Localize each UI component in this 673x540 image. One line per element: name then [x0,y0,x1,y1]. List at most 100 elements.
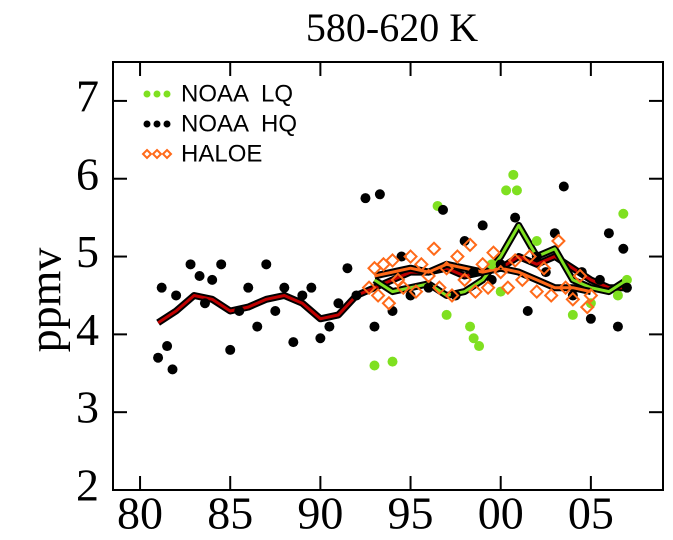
diamond-point [468,284,483,299]
dot-point [459,235,470,246]
dot-point [153,90,161,98]
dot-point [441,309,452,320]
dot-point [199,298,210,309]
y-axis-label: ppmv [20,248,71,353]
diamond-point [457,272,473,288]
diamond-point [462,237,478,253]
dot-point [585,298,596,309]
dot-point [450,290,461,301]
dot-point [468,333,479,344]
dot-point [261,259,272,270]
chart-title: 580-620 K [306,5,478,50]
dot-point [486,259,497,270]
dot-point [163,90,171,98]
dot-point [153,352,164,363]
x-tick-label: 05 [568,488,614,539]
dot-point [306,282,317,293]
diamond-point [536,260,552,276]
diamond-point [543,288,559,303]
dot-point [405,290,416,301]
dot-point [495,259,506,270]
dot-point [252,321,263,332]
x-tick-label: 90 [297,488,343,539]
diamond-point [421,268,436,284]
dot-point [270,306,281,317]
dot-point [162,341,173,352]
dot-point [510,212,521,223]
diamond-point [558,280,574,296]
dot-point [163,120,171,128]
dot-point [324,321,335,332]
dot-point [288,337,299,348]
dot-point [618,243,629,254]
dot-point [511,185,522,196]
diamond-point [565,291,581,307]
dot-point [558,181,569,192]
legend-label: NOAA LQ [181,80,293,107]
diamond-point [439,260,455,276]
y-tick-label: 6 [76,148,99,199]
diamond-point [413,256,429,272]
diamond-point [431,280,447,296]
x-tick-label: 80 [117,488,163,539]
dot-point [531,235,542,246]
dot-point [333,298,344,309]
dot-point [486,274,497,285]
x-tick-label: 95 [388,488,434,539]
dot-point [603,228,614,239]
dot-point [360,193,371,204]
diamond-point [408,284,424,299]
dot-point [594,274,605,285]
dot-point [423,282,434,293]
dot-point [567,309,578,320]
diamond-point [361,280,377,296]
diamond-point [493,264,509,280]
diamond-point [141,148,153,160]
dot-point [477,220,488,231]
x-tick-label: 00 [478,488,524,539]
y-tick-label: 4 [76,304,99,355]
plot-frame [112,61,664,491]
dot-point [207,274,218,285]
dot-point [612,290,623,301]
diamond-point [475,256,491,272]
dot-point [156,282,167,293]
dot-point [143,90,151,98]
dot-point [508,169,519,180]
dot-point [621,282,632,293]
dot-point [315,333,326,344]
diamond-point [426,241,442,257]
diamond-point [370,288,386,303]
dot-point [194,271,205,281]
dot-point [374,189,385,200]
dot-point [351,290,362,301]
dot-point [225,344,236,355]
dot-point [468,267,479,278]
dot-point [297,290,308,301]
dot-point [216,259,227,270]
dot-point [279,282,290,293]
dot-point [234,306,245,317]
diamond-point [385,253,400,268]
diamond-point [572,268,588,284]
dot-point [387,356,398,367]
dot-point [585,313,596,324]
diamond-point [161,148,173,160]
legend-label: HALOE [181,140,262,167]
dot-point [167,364,178,375]
dot-point [501,185,512,196]
dot-point [369,321,380,332]
diamond-point [507,253,523,268]
diamond-point [403,249,418,264]
dot-point [438,204,448,215]
dot-point [474,341,485,352]
diamond-point [550,233,566,249]
dot-point [342,263,353,274]
legend-label: NOAA HQ [181,110,297,137]
dot-point [612,321,623,332]
dot-point [185,259,196,270]
diamond-point [514,272,530,288]
dot-point [567,290,578,301]
y-tick-label: 2 [76,460,99,511]
